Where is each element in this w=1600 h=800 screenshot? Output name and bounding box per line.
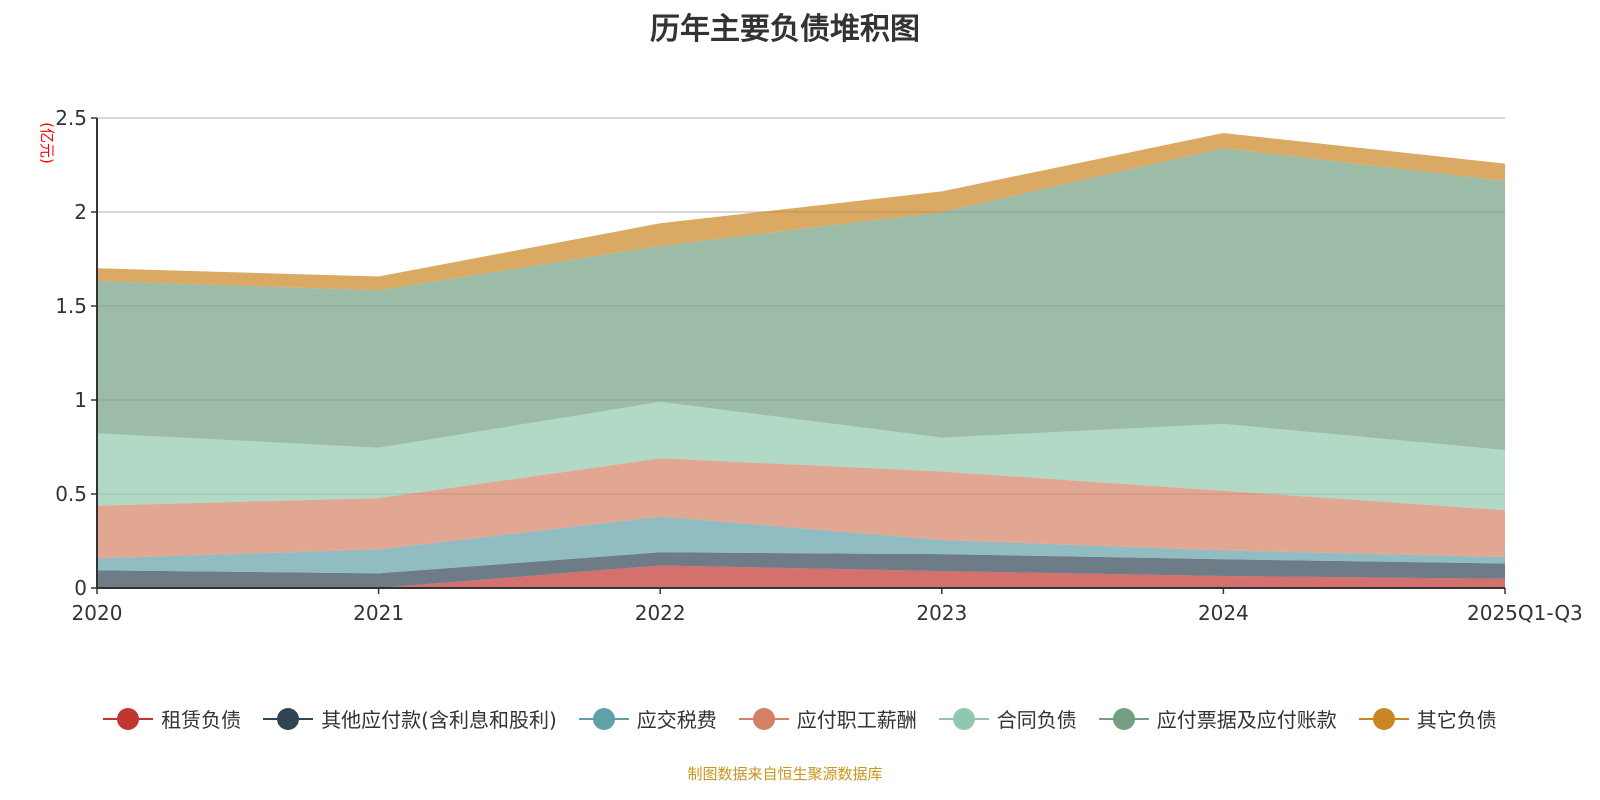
y-tick-label: 0: [74, 576, 87, 600]
legend-marker-icon: [103, 707, 154, 730]
area-series-应付票据及应付账款: [97, 148, 1505, 451]
y-tick-label: 1.5: [55, 294, 87, 318]
data-point: [1222, 132, 1224, 134]
legend-item[interactable]: 应付职工薪酬: [738, 704, 917, 733]
legend-marker-icon: [738, 707, 789, 730]
area-series-应付职工薪酬: [97, 458, 1505, 559]
legend-item[interactable]: 合同负债: [938, 704, 1077, 733]
legend-label: 应付票据及应付账款: [1156, 708, 1337, 732]
x-tick-label: 2022: [635, 601, 686, 625]
legend-label: 其它负债: [1416, 708, 1497, 732]
legend-item[interactable]: 其他应付款(含利息和股利): [263, 704, 557, 733]
x-tick-label: 2025Q1-Q3: [1467, 601, 1583, 625]
area-series-合同负债: [97, 401, 1505, 511]
area-series-其它负债: [97, 133, 1505, 291]
legend-label: 合同负债: [996, 708, 1077, 732]
legend-label: 租赁负债: [161, 708, 242, 732]
legend-item[interactable]: 应交税费: [578, 704, 717, 733]
legend-marker-icon: [578, 707, 629, 730]
x-tick-label: 2020: [72, 601, 123, 625]
legend-label: 应付职工薪酬: [796, 708, 917, 732]
legend-marker-icon: [1358, 707, 1409, 730]
data-point: [1504, 163, 1506, 165]
y-tick-label: 1: [74, 388, 87, 412]
x-tick-label: 2024: [1198, 601, 1249, 625]
legend: 租赁负债 其他应付款(含利息和股利) 应交税费 应付职工薪酬 合同负债 应付票据及应付账款…: [0, 704, 1600, 733]
legend-marker-icon: [1098, 707, 1149, 730]
x-tick-label: 2021: [353, 601, 404, 625]
data-point: [378, 275, 380, 277]
area-series-租赁负债: [97, 565, 1505, 588]
y-tick-label: 0.5: [55, 482, 87, 506]
source-note: 制图数据来自恒生聚源数据库: [687, 765, 883, 783]
area-series-应交税费: [97, 516, 1505, 574]
data-point: [659, 222, 661, 224]
y-axis-unit-label: (亿元): [38, 122, 56, 164]
stacked-area-chart: 0 0.5 1 1.5 2 2.5 2020 2021 2022 2023 2024 2025Q1-Q…: [38, 106, 1583, 625]
legend-marker-icon: [263, 707, 314, 730]
y-tick-label: 2: [74, 200, 87, 224]
chart-title: 历年主要负债堆积图: [650, 12, 920, 47]
legend-label: 应交税费: [636, 708, 717, 732]
legend-item[interactable]: 租赁负债: [103, 704, 241, 733]
x-tick-label: 2023: [916, 601, 967, 625]
area-series-其他应付款(含利息和股利): [97, 552, 1505, 588]
y-tick-label: 2.5: [55, 106, 87, 130]
legend-label: 其他应付款(含利息和股利): [321, 708, 557, 732]
data-point: [941, 190, 943, 192]
legend-item[interactable]: 应付票据及应付账款: [1098, 704, 1337, 733]
legend-marker-icon: [938, 707, 989, 730]
legend-item[interactable]: 其它负债: [1358, 704, 1497, 733]
